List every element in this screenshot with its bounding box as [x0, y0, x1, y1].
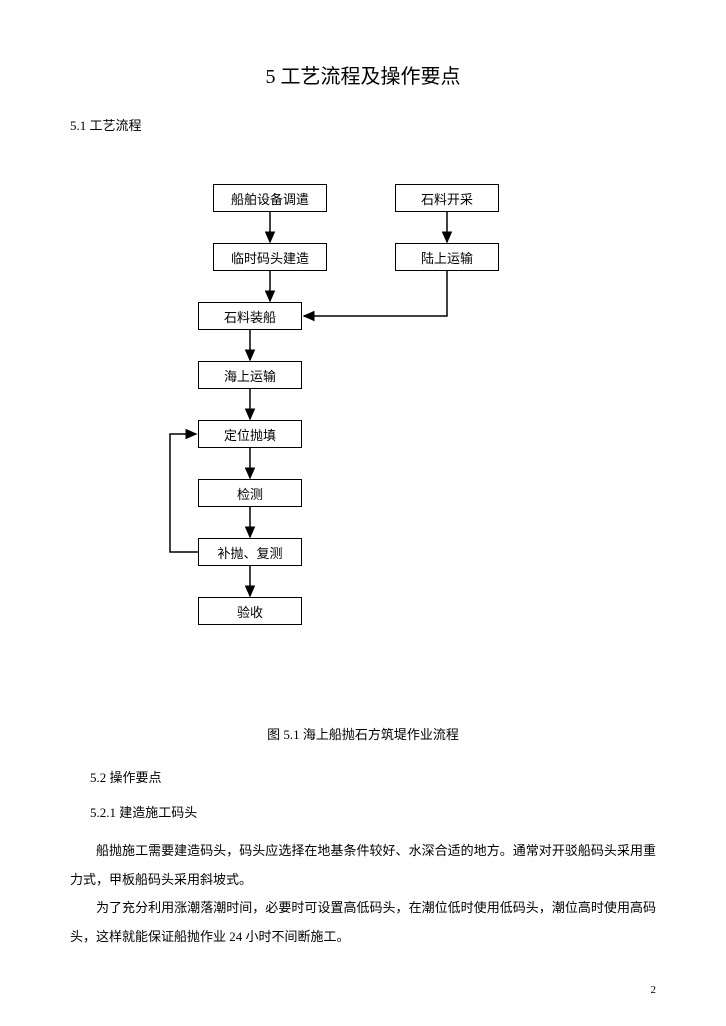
section-5-1-heading: 5.1 工艺流程: [70, 115, 656, 134]
node-label: 陆上运输: [421, 248, 473, 267]
flowchart: 船舶设备调遣 石料开采 临时码头建造 陆上运输 石料装船 海上运输 定位抛填 检…: [70, 174, 656, 694]
node-label: 检测: [237, 484, 263, 503]
paragraph-1: 船抛施工需要建造码头，码头应选择在地基条件较好、水深合适的地方。通常对开驳船码头…: [70, 837, 656, 894]
node-label: 石料开采: [421, 189, 473, 208]
node-label: 临时码头建造: [231, 248, 309, 267]
node-acceptance: 验收: [198, 597, 302, 625]
node-label: 船舶设备调遣: [231, 189, 309, 208]
node-temp-dock: 临时码头建造: [213, 243, 327, 271]
section-5-2-1-heading: 5.2.1 建造施工码头: [70, 802, 656, 821]
node-label: 定位抛填: [224, 425, 276, 444]
flowchart-arrows: [70, 174, 656, 694]
node-label: 补抛、复测: [217, 543, 282, 562]
node-rethrow-recheck: 补抛、复测: [198, 538, 302, 566]
node-label: 石料装船: [224, 307, 276, 326]
node-inspection: 检测: [198, 479, 302, 507]
node-stone-mining: 石料开采: [395, 184, 499, 212]
section-5-2-heading: 5.2 操作要点: [70, 767, 656, 786]
node-land-transport: 陆上运输: [395, 243, 499, 271]
paragraph-2: 为了充分利用涨潮落潮时间，必要时可设置高低码头，在潮位低时使用低码头，潮位高时使…: [70, 894, 656, 951]
node-label: 验收: [237, 602, 263, 621]
page-number: 2: [651, 984, 657, 996]
node-ship-equipment: 船舶设备调遣: [213, 184, 327, 212]
node-sea-transport: 海上运输: [198, 361, 302, 389]
page-title: 5 工艺流程及操作要点: [70, 60, 656, 89]
figure-caption: 图 5.1 海上船抛石方筑堤作业流程: [70, 724, 656, 743]
node-label: 海上运输: [224, 366, 276, 385]
node-stone-loading: 石料装船: [198, 302, 302, 330]
node-position-dump: 定位抛填: [198, 420, 302, 448]
